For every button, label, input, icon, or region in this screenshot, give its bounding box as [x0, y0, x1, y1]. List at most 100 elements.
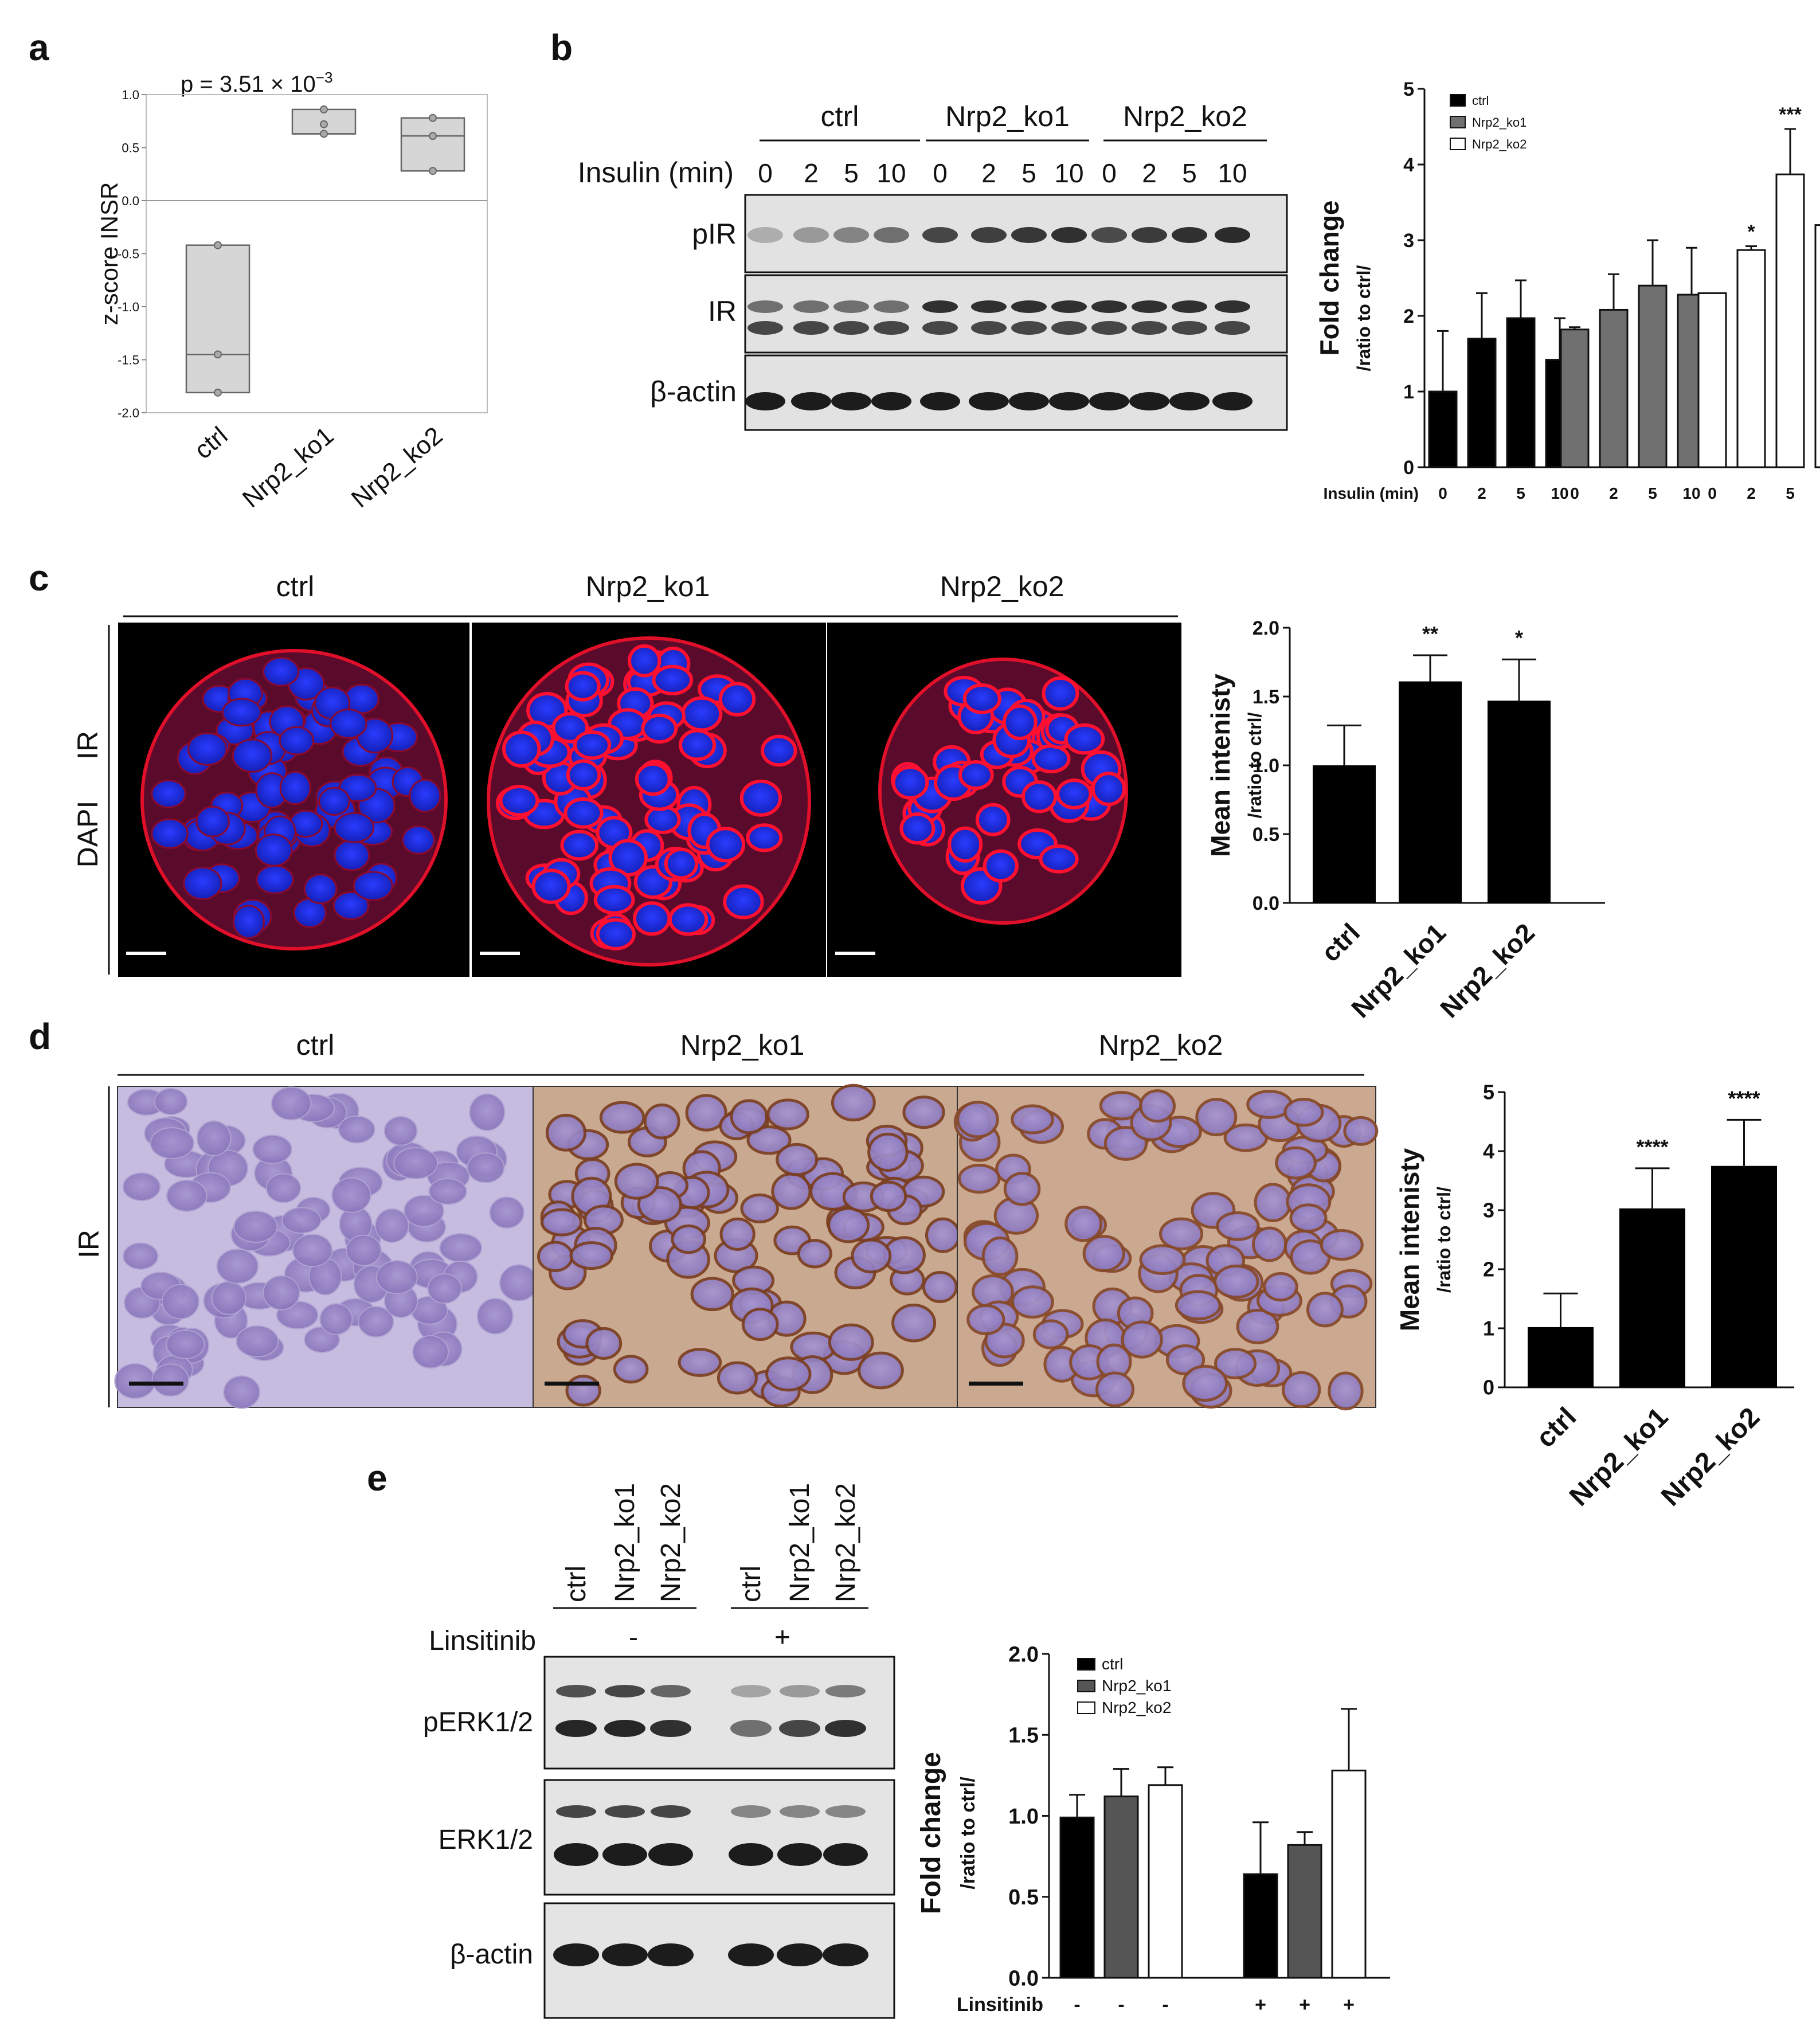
- panel-b-band-ir-upper: [1172, 300, 1207, 313]
- panel-c-nucleus: [746, 823, 783, 852]
- panel-d-nucleus: [891, 1303, 937, 1343]
- panel-b-band-ir-lower: [833, 321, 869, 335]
- panel-c-nucleus: [962, 683, 1001, 714]
- panel-e-xtick-sign: -: [1118, 1994, 1124, 2016]
- panel-c-images: ctrl Nrp2_ko1 Nrp2_ko2 IR DAPI: [72, 570, 1183, 978]
- panel-c-nucleus: [255, 834, 293, 867]
- panel-d-nucleus: [122, 1242, 159, 1270]
- panel-d-nucleus: [902, 1096, 945, 1129]
- panel-c-nucleus: [151, 818, 189, 849]
- panel-a-ytick-label: 0.0: [122, 194, 139, 208]
- panel-b-row-label: pIR: [692, 218, 737, 250]
- panel-a-ytick-label: -0.5: [118, 247, 139, 261]
- panel-d-bar: [1619, 1208, 1685, 1387]
- panel-b-band-actin: [871, 392, 911, 410]
- panel-e-legend-label: Nrp2_ko2: [1102, 1699, 1171, 1716]
- panel-d-nucleus: [690, 1277, 734, 1312]
- panel-d-nucleus: [358, 1306, 394, 1338]
- panel-e-band-erk-upper: [731, 1805, 771, 1818]
- panel-c-nucleus: [632, 901, 671, 936]
- panel-d-nucleus: [196, 1120, 232, 1156]
- panel-b-timepoint: 5: [1182, 158, 1197, 188]
- panel-e-lane-label: Nrp2_ko1: [610, 1483, 640, 1602]
- panel-d-scalebar: [129, 1382, 183, 1386]
- panel-b-band-ir-upper: [1051, 300, 1087, 313]
- panel-d-group-label: Nrp2_ko1: [680, 1029, 805, 1061]
- panel-e-bar-chart: 0.0 0.5 1.0 1.5 2.0 Fold change/ratio to ctrl…: [916, 1642, 1390, 2016]
- panel-d-xtick-label: Nrp2_ko1: [1564, 1402, 1674, 1512]
- panel-e-ylabel2: /ratio to ctrl/: [957, 1777, 979, 1890]
- panel-d-ytick-label: 3: [1483, 1199, 1494, 1222]
- panel-d-nucleus: [870, 1180, 907, 1212]
- panel-d-nucleus: [1283, 1098, 1324, 1127]
- panel-e-ytick-label: 1.5: [1008, 1724, 1039, 1748]
- panel-b-timepoint: 0: [758, 158, 773, 188]
- panel-d-nucleus: [393, 1147, 439, 1180]
- panel-d-nucleus: [476, 1297, 514, 1335]
- panel-d-nucleus: [223, 1375, 261, 1409]
- panel-c-bar-chart: 0.0 0.5 1.0 1.5 2.0 Mean intenisty/ratio to c…: [1205, 617, 1605, 1023]
- panel-e-ytick-label: 0.0: [1008, 1966, 1039, 1990]
- panel-b-ytick-label: 5: [1403, 79, 1414, 100]
- panel-b-band-actin: [1049, 392, 1089, 410]
- panel-c-stain-ir: IR: [72, 731, 104, 760]
- panel-d-nucleus: [537, 1241, 574, 1273]
- panel-a-boxplot: 1.0 0.5 0.0 -0.5 -1.0 -1.5 -2.0 z-score INSR ctr…: [96, 88, 488, 513]
- panel-b-bar: [1697, 292, 1727, 468]
- panel-c-significance: *: [1515, 626, 1523, 650]
- panel-b-band-pir: [922, 227, 958, 243]
- panel-b-band-actin: [1089, 392, 1129, 410]
- panel-d-nucleus: [613, 1355, 649, 1384]
- panel-e-blot-strip: [543, 1656, 895, 1770]
- panel-d-nucleus: [252, 1135, 292, 1164]
- panel-d-nucleus: [281, 1207, 322, 1234]
- panel-d-nucleus: [292, 1234, 333, 1268]
- panel-d-nucleus: [730, 1099, 769, 1135]
- panel-d-nucleus: [828, 1323, 874, 1361]
- panel-c-nucleus: [983, 849, 1019, 883]
- panel-a-pvalue: p = 3.51 × 10−3: [181, 69, 332, 97]
- panel-d-nucleus: [489, 1196, 525, 1229]
- panel-b-ylabel2: /ratio to ctrl/: [1353, 265, 1374, 371]
- panel-c-bar: [1488, 701, 1551, 903]
- panel-b-legend-swatch: [1450, 138, 1466, 150]
- panel-d-nucleus: [966, 1304, 1005, 1336]
- panel-c-nucleus: [958, 760, 994, 791]
- panel-a-point: [429, 132, 437, 140]
- panel-d-nucleus: [114, 1363, 156, 1399]
- panel-c-nucleus: [761, 734, 797, 767]
- panel-d-nucleus: [1275, 1146, 1317, 1180]
- panel-c-nucleus: [401, 825, 435, 855]
- panel-d-nucleus: [922, 1270, 958, 1303]
- panel-b-bar: [1428, 390, 1458, 468]
- panel-d-nucleus: [1139, 1089, 1176, 1123]
- panel-b-band-ir-lower: [1011, 321, 1047, 335]
- panel-e-blot-strip: [543, 1779, 895, 1896]
- panel-c-nucleus: [256, 864, 294, 894]
- panel-c-nucleus: [332, 891, 370, 920]
- panel-e-band-erk-lower: [823, 1843, 868, 1866]
- panel-d-scalebar: [545, 1382, 599, 1386]
- panel-d-images: ctrl Nrp2_ko1 Nrp2_ko2 IR: [73, 1029, 1379, 1411]
- panel-d-ylabel2: /ratio to ctrl/: [1434, 1187, 1454, 1293]
- panel-e-legend-swatch: [1077, 1680, 1095, 1692]
- panel-b-band-ir-lower: [1215, 321, 1250, 335]
- panel-b-band-pir: [1051, 227, 1087, 243]
- panel-b-xtick-label: 0: [1438, 484, 1447, 502]
- panel-d-nucleus: [122, 1172, 161, 1202]
- panel-b-band-actin: [1009, 392, 1049, 410]
- panel-d-nucleus: [771, 1172, 812, 1210]
- panel-c-scalebar: [835, 952, 875, 955]
- panel-e-bar: [1243, 1873, 1278, 1979]
- panel-d-nucleus: [439, 1233, 483, 1263]
- panel-b-ytick-label: 3: [1403, 230, 1414, 252]
- panel-b-significance: ***: [1779, 104, 1802, 126]
- panel-d-nucleus: [1214, 1264, 1259, 1299]
- panel-a-pvalue-exponent: −3: [316, 69, 333, 86]
- panel-d-nucleus: [166, 1179, 208, 1212]
- panel-e-band-actin: [648, 1943, 694, 1966]
- panel-b-band-actin: [831, 392, 871, 410]
- panel-b-timepoint: 0: [1102, 158, 1117, 188]
